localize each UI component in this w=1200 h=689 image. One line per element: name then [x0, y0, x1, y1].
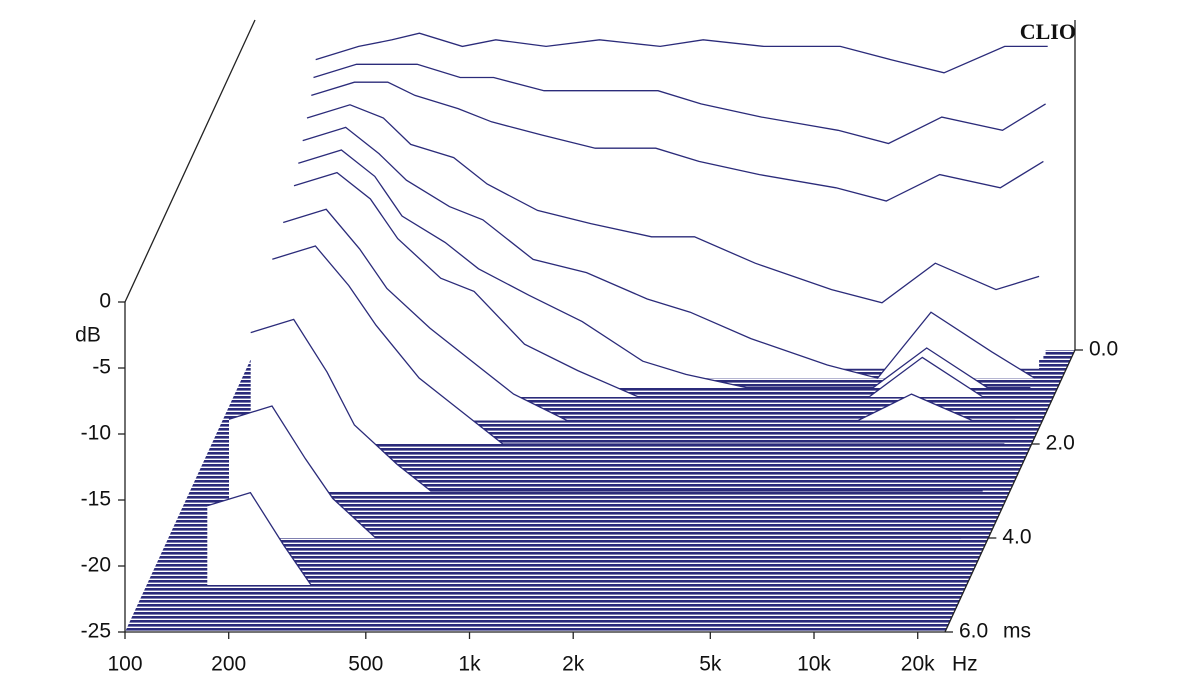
decay-slice — [311, 81, 1044, 202]
decay-slice — [283, 208, 1016, 422]
t-tick-label: 6.0 — [959, 620, 988, 643]
decay-slice — [228, 405, 962, 539]
decay-slice — [272, 245, 1005, 445]
decay-slice — [298, 149, 1031, 389]
slice-mask — [294, 172, 1027, 397]
slice-mask — [283, 209, 1016, 421]
t-unit: ms — [1003, 620, 1031, 643]
decay-slice — [315, 32, 1048, 74]
decay-slice — [207, 491, 940, 586]
t-axis — [944, 349, 1076, 633]
brand: CLIO — [1020, 19, 1076, 44]
slice-mask — [207, 492, 940, 585]
x-tick-label: 10k — [797, 653, 831, 676]
t-tick-label: 2.0 — [1046, 432, 1075, 455]
slice-mask — [250, 319, 983, 491]
decay-slice — [313, 63, 1046, 145]
y-tick-label: -20 — [81, 554, 111, 577]
y-tick-label: -10 — [81, 422, 111, 445]
slice-mask — [229, 406, 962, 538]
y-tick-label: 0 — [99, 290, 111, 313]
left-depth-edge — [124, 19, 256, 303]
x-tick-label: 20k — [901, 653, 935, 676]
x-tick-label: 1k — [458, 653, 481, 676]
x-tick-label: 100 — [107, 653, 142, 676]
x-tick-label: 5k — [699, 653, 722, 676]
y-tick-label: -25 — [81, 620, 111, 643]
x-tick-label: 500 — [348, 653, 383, 676]
x-tick-label: 200 — [211, 653, 246, 676]
slices — [207, 32, 1048, 586]
y-tick-label: -5 — [92, 356, 111, 379]
decay-slice — [306, 104, 1040, 304]
decay-slice — [302, 126, 1036, 379]
y-tick-label: -15 — [81, 488, 111, 511]
decay-slice — [250, 318, 983, 492]
axes: -25 -20 -15 -10 -5 0 100 200 500 1k 2k 5k 10k 20k 0.0 2… — [81, 19, 1118, 676]
x-unit: Hz — [952, 653, 978, 676]
decay-slice — [293, 171, 1027, 398]
t-tick-label: 0.0 — [1089, 338, 1118, 361]
y-axis-label: dB — [75, 324, 101, 347]
x-tick-label: 2k — [562, 653, 585, 676]
t-tick-label: 4.0 — [1002, 526, 1031, 549]
